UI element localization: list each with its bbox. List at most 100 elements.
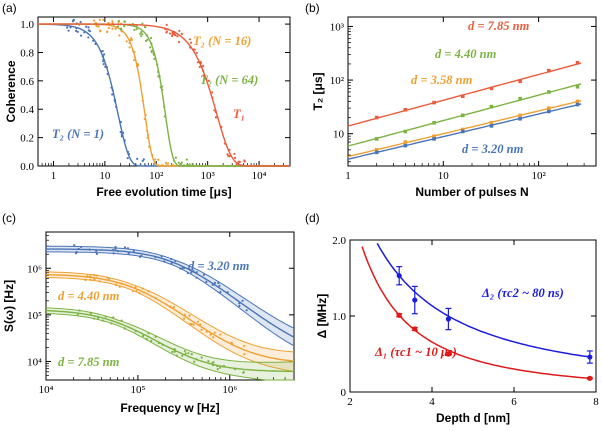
panel-c-point-2 [112, 316, 115, 319]
panel-a-point-0 [111, 93, 114, 96]
panel-a-point-2 [188, 163, 191, 166]
panel-c-lower-2 [45, 312, 294, 381]
panel-b-point-0 [547, 68, 551, 73]
panel-c-point-2 [193, 360, 196, 363]
panel-c-point-2 [145, 338, 148, 341]
panel-a-point-2 [145, 34, 149, 37]
panel-b-series-label-0: d = 7.85 nm [468, 19, 530, 33]
panel-d-frame [349, 239, 597, 393]
panel-c-frame [45, 231, 295, 381]
panel-a-point-0 [123, 139, 126, 142]
panel-a-point-2 [153, 57, 156, 60]
panel-a-point-2 [161, 88, 164, 91]
panel-c-point-0 [174, 259, 177, 263]
panel-b-point-0 [374, 115, 379, 120]
panel-a-point-1 [148, 145, 151, 148]
panel-a-ytick-label: 0.8 [20, 47, 34, 59]
panel-a-point-3 [207, 79, 210, 82]
panel-a-point-2 [182, 164, 186, 167]
panel-b-point-3 [547, 109, 551, 114]
panel-a-point-3 [196, 61, 200, 64]
panel-a-point-1 [133, 50, 136, 54]
panel-label-c: (c) [2, 211, 16, 225]
panel-a-xtick-label: 10 [99, 170, 111, 182]
panel-b-point-3 [489, 124, 494, 128]
panel-c-point-1 [192, 323, 195, 326]
panel-a-point-0 [94, 42, 97, 46]
panel-a-point-2 [123, 25, 126, 28]
panel-a-point-0 [79, 20, 82, 24]
panel-a-ytick-label: 1.0 [20, 19, 34, 31]
panel-b-series-label-3: d = 3.20 nm [462, 142, 524, 156]
panel-b-point-2 [432, 134, 436, 138]
panel-c-point-1 [134, 286, 137, 289]
panel-c-point-2 [110, 322, 113, 325]
panel-a-point-0 [101, 49, 104, 53]
panel-b-point-1 [489, 104, 494, 109]
panel-c-point-1 [98, 280, 101, 283]
panel-a-point-2 [139, 32, 142, 35]
panel-c-point-1 [93, 273, 96, 277]
panel-c-point-0 [127, 252, 130, 255]
panel-c-point-2 [157, 341, 161, 345]
panel-c-point-2 [134, 330, 137, 333]
panel-c-point-2 [173, 350, 176, 353]
panel-b-point-1 [432, 120, 436, 125]
panel-a-point-0 [83, 31, 86, 34]
panel-a-series-label-0: T₂ (N = 1) [52, 127, 104, 141]
panel-c-xtick-label: 10⁶ [222, 384, 237, 396]
panel-c-point-1 [135, 289, 138, 293]
panel-c-point-2 [207, 360, 210, 363]
panel-c-point-1 [84, 278, 87, 281]
panel-c-point-0 [163, 260, 166, 263]
panel-b-point-2 [489, 120, 494, 125]
panel-a-point-3 [216, 116, 219, 119]
panel-a-point-2 [117, 19, 121, 23]
panel-d-point-0 [587, 354, 593, 360]
panel-a-point-1 [143, 117, 146, 121]
panel-c-point-2 [181, 354, 184, 357]
panel-a-point-3 [205, 77, 208, 80]
panel-a-xtick-label: 1 [51, 170, 57, 182]
panel-a-point-0 [136, 157, 139, 160]
panel-b-point-2 [547, 106, 551, 110]
panel-a-point-2 [123, 20, 126, 23]
panel-a-point-0 [120, 135, 123, 138]
panel-a-ytick-label: 0.2 [20, 133, 34, 145]
panel-a-point-3 [202, 74, 205, 77]
panel-a-point-2 [152, 52, 155, 55]
panel-a-point-3 [166, 28, 169, 31]
panel-a-point-0 [76, 30, 79, 33]
panel-c-point-1 [188, 314, 191, 317]
panel-c-point-2 [93, 317, 96, 320]
panel-b-point-1 [547, 90, 551, 94]
panel-c-point-2 [211, 363, 215, 367]
panel-a-ytick-label: 0.0 [20, 161, 34, 173]
panel-a-point-3 [238, 160, 241, 164]
panel-a-point-1 [146, 129, 149, 132]
panel-a-point-0 [72, 18, 76, 21]
panel-a-point-3 [198, 65, 201, 69]
panel-c-point-2 [96, 317, 100, 320]
panel-c-point-0 [190, 271, 193, 274]
panel-d-fit-0 [376, 242, 592, 359]
panel-c-point-0 [195, 271, 198, 274]
panel-a-point-3 [235, 163, 238, 166]
panel-a-point-3 [200, 65, 203, 68]
panel-a-point-2 [163, 115, 166, 118]
panel-a-point-2 [149, 36, 153, 40]
panel-a-point-3 [233, 156, 237, 159]
panel-a-xtick-label: 10³ [201, 170, 216, 182]
panel-a-point-0 [144, 164, 147, 167]
panel-a-point-0 [102, 63, 105, 66]
panel-c-lower-1 [45, 277, 295, 372]
panel-c-point-2 [184, 352, 187, 355]
panel-b-point-0 [489, 86, 494, 91]
panel-b-series-label-1: d = 4.40 nm [435, 47, 497, 61]
panel-a-point-0 [110, 86, 113, 89]
panel-c-point-1 [189, 322, 192, 326]
panel-a-point-1 [105, 30, 109, 34]
panel-a-point-0 [102, 58, 105, 61]
panel-c-fit-2 [45, 309, 294, 373]
panel-b-fit-2 [347, 100, 582, 158]
